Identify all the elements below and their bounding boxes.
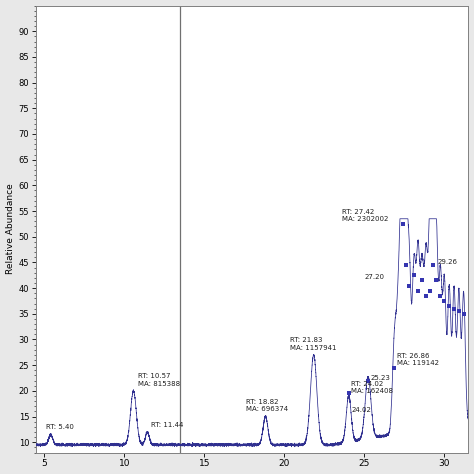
Text: 29.26: 29.26 bbox=[438, 259, 457, 265]
Y-axis label: Relative Abundance: Relative Abundance bbox=[6, 183, 15, 274]
Text: RT: 11.44: RT: 11.44 bbox=[151, 422, 183, 428]
Text: RT: 26.86
MA: 119142: RT: 26.86 MA: 119142 bbox=[397, 353, 438, 366]
Text: 24.02: 24.02 bbox=[351, 407, 371, 413]
Text: RT: 5.40: RT: 5.40 bbox=[46, 424, 74, 430]
Text: RT: 21.83
MA: 1157941: RT: 21.83 MA: 1157941 bbox=[290, 337, 336, 351]
Text: RT: 27.42
MA: 2302002: RT: 27.42 MA: 2302002 bbox=[342, 209, 389, 222]
Text: RT: 18.82
MA: 696374: RT: 18.82 MA: 696374 bbox=[246, 399, 288, 412]
Text: RT: 24.02
MA: 162408: RT: 24.02 MA: 162408 bbox=[351, 381, 393, 394]
Text: 27.20: 27.20 bbox=[365, 274, 384, 281]
Text: 25.23: 25.23 bbox=[371, 374, 391, 381]
Text: RT: 10.57
MA: 815388: RT: 10.57 MA: 815388 bbox=[138, 373, 181, 387]
